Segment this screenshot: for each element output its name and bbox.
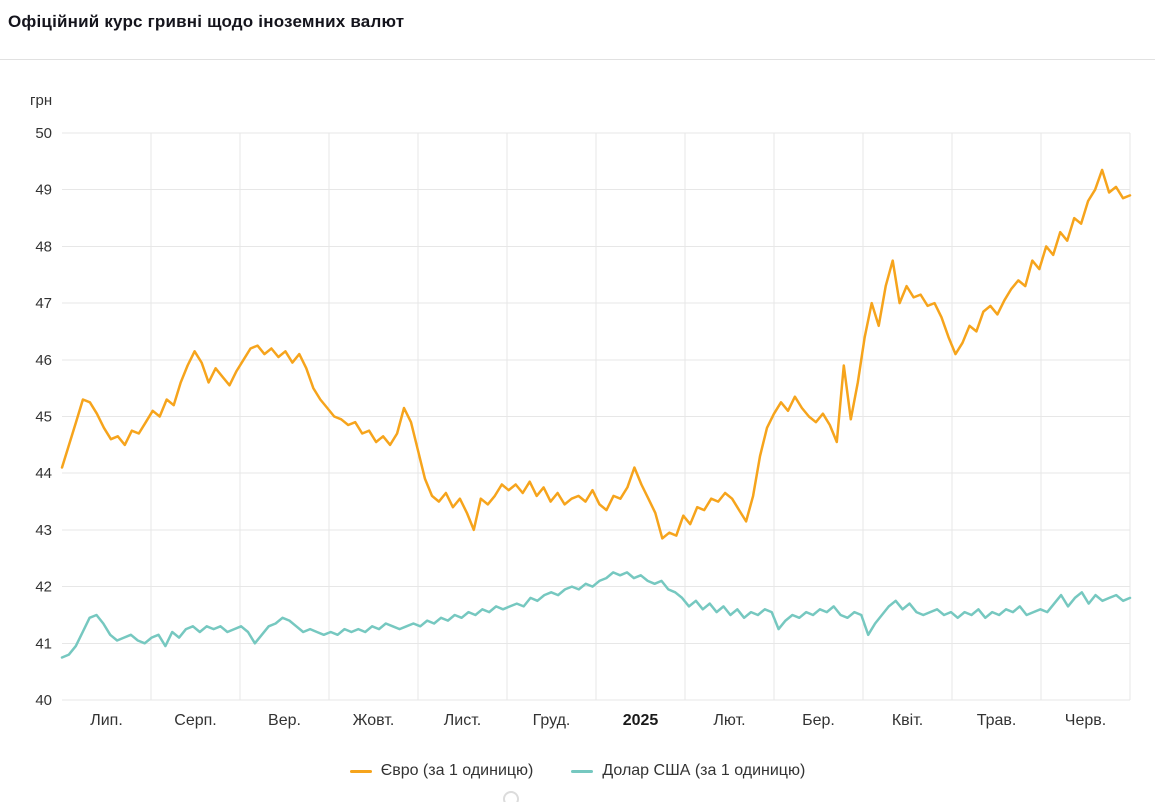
y-tick-label: 48 [35,238,52,255]
x-tick-label: Трав. [977,712,1017,729]
y-tick-label: 47 [35,295,52,312]
page-title: Офіційний курс гривні щодо іноземних вал… [8,12,405,31]
x-tick-label: Лют. [713,712,745,729]
x-tick-label: Серп. [174,712,216,729]
y-tick-label: 50 [35,125,52,142]
y-tick-label: 41 [35,635,52,652]
x-tick-label: Черв. [1065,712,1106,729]
x-tick-label: Груд. [533,712,571,729]
y-axis-unit-label: грн [30,92,52,109]
y-tick-label: 43 [35,522,52,539]
y-tick-label: 49 [35,182,52,199]
chart-legend: Євро (за 1 одиницю) Долар США (за 1 один… [0,762,1155,780]
y-tick-label: 45 [35,409,52,426]
y-tick-label: 42 [35,579,52,596]
x-tick-label: Лип. [90,712,123,729]
series-line [60,168,1132,540]
exchange-rate-line-chart[interactable]: грн 50 49 48 47 46 45 44 43 42 41 40 Лип. Серп. Вер. Жо… [0,60,1155,760]
y-tick-label: 40 [35,692,52,709]
euro-line-swatch [349,769,372,773]
y-tick-label: 46 [35,352,52,369]
usd-line-swatch [571,769,594,773]
chart-area: грн 50 49 48 47 46 45 44 43 42 41 40 Лип. Серп. Вер. Жо… [0,60,1155,760]
y-tick-label: 44 [35,465,52,482]
clipped-bottom-icon [503,791,519,802]
legend-item-euro[interactable]: Євро (за 1 одиницю) [349,762,534,780]
chart-header: Офіційний курс гривні щодо іноземних вал… [0,0,1155,60]
x-tick-label: 2025 [623,712,659,729]
x-tick-label: Лист. [444,712,481,729]
legend-label-euro: Євро (за 1 одиницю) [380,762,534,779]
legend-label-usd: Долар США (за 1 одиницю) [602,762,806,779]
x-tick-label: Вер. [268,712,301,729]
x-tick-label: Бер. [802,712,835,729]
x-tick-label: Жовт. [353,712,395,729]
series-line [60,571,1132,659]
legend-item-usd[interactable]: Долар США (за 1 одиницю) [571,762,805,780]
x-tick-label: Квіт. [892,712,923,729]
